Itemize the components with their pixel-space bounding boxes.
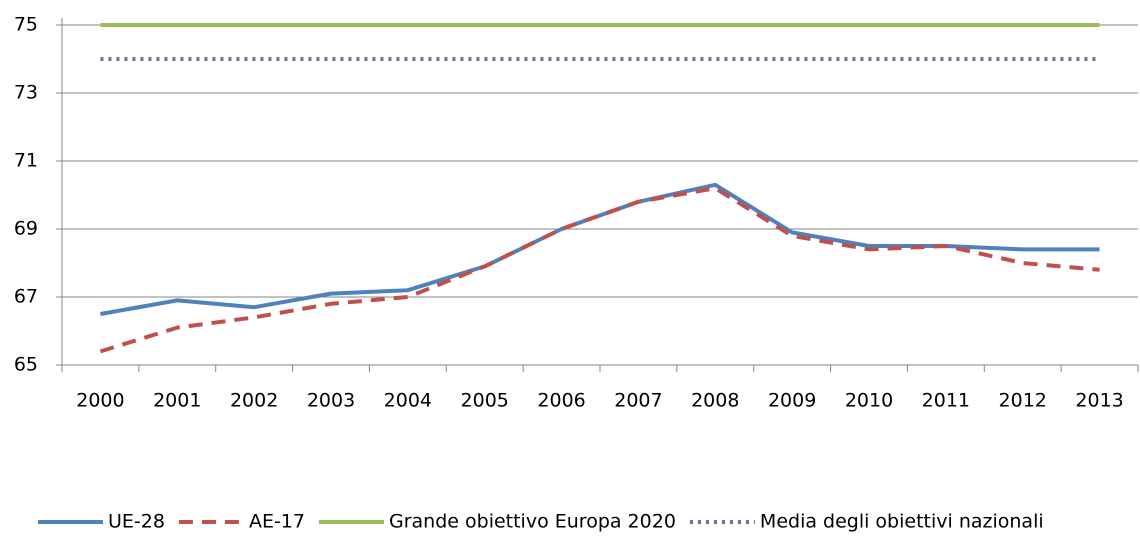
x-tick-label: 2004 [384,390,432,412]
legend-label: Grande obiettivo Europa 2020 [389,511,676,533]
x-tick-label: 2002 [230,390,278,412]
x-tick-label: 2013 [1075,390,1123,412]
legend-label: UE-28 [108,511,165,533]
legend-label: AE-17 [249,511,305,533]
x-tick-label: 2011 [922,390,970,412]
y-tick-label: 65 [14,354,38,376]
series-line [100,182,1100,316]
x-tick-label: 2003 [307,390,355,412]
y-tick-label: 71 [14,150,38,172]
x-tick-label: 2010 [845,390,893,412]
x-tick-label: 2007 [614,390,662,412]
x-tick-label: 2008 [691,390,739,412]
y-tick-label: 75 [14,14,38,36]
y-tick-label: 73 [14,82,38,104]
x-tick-label: 2006 [537,390,585,412]
legend-label: Media degli obiettivi nazionali [760,511,1044,533]
x-tick-label: 2000 [76,390,124,412]
series-line [99,186,1100,354]
x-tick-label: 2012 [999,390,1047,412]
x-tick-label: 2005 [461,390,509,412]
x-tick-label: 2009 [768,390,816,412]
y-tick-label: 67 [14,286,38,308]
x-tick-label: 2001 [153,390,201,412]
y-tick-label: 69 [14,218,38,240]
